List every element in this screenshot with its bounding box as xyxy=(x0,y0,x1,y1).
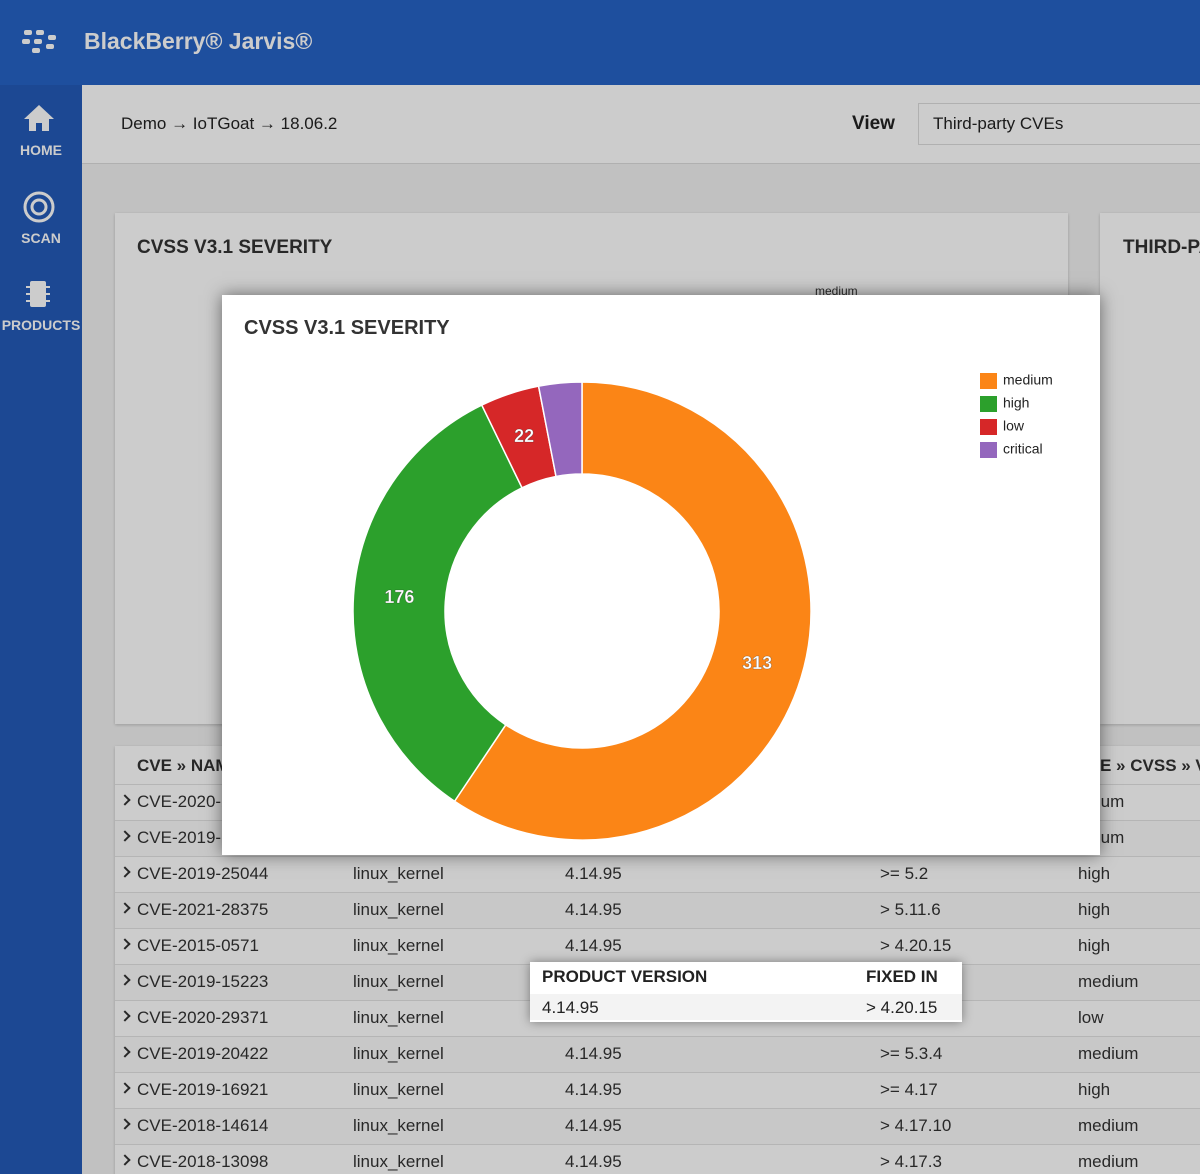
table-cell: linux_kernel xyxy=(353,900,444,919)
legend-swatch xyxy=(980,396,997,412)
table-cell: linux_kernel xyxy=(353,972,444,991)
table-cell: high xyxy=(1078,864,1111,883)
table-cell: CVE-2019-20422 xyxy=(137,1044,269,1063)
table-cell: CVE-2018-13098 xyxy=(137,1152,269,1171)
table-row[interactable] xyxy=(115,928,1200,965)
view-label: View xyxy=(852,113,895,134)
table-row[interactable] xyxy=(115,1072,1200,1109)
table-cell: linux_kernel xyxy=(353,1044,444,1063)
card-title: THIRD-PA xyxy=(1123,237,1200,258)
callout-header: FIXED IN xyxy=(866,967,938,986)
table-cell: linux_kernel xyxy=(353,936,444,955)
scan-icon[interactable] xyxy=(22,190,56,224)
chart-popup: CVSS V3.1 SEVERITY 313 176 22 medium high low… xyxy=(222,295,1100,855)
table-cell: 4.14.95 xyxy=(565,1080,622,1099)
table-cell: high xyxy=(1078,936,1111,955)
table-cell: medium xyxy=(1078,1152,1139,1171)
table-cell: low xyxy=(1078,1008,1104,1027)
brand: BlackBerry® Jarvis® xyxy=(84,28,313,54)
table-cell: linux_kernel xyxy=(353,1116,444,1135)
view-value[interactable]: Third-party CVEs xyxy=(933,114,1064,133)
breadcrumb[interactable]: Demo → IoTGoat → 18.06.2 xyxy=(121,114,338,133)
table-cell: linux_kernel xyxy=(353,864,444,883)
table-cell: 4.14.95 xyxy=(565,1116,622,1135)
table-cell: CVE-2020-2 xyxy=(137,792,231,811)
table-cell: linux_kernel xyxy=(353,1152,444,1171)
table-cell: CVE-2019-15223 xyxy=(137,972,269,991)
table-cell: CVE-2020-29371 xyxy=(137,1008,269,1027)
table-cell: medium xyxy=(1078,1044,1139,1063)
table-row[interactable] xyxy=(115,1144,1200,1174)
table-cell: high xyxy=(1078,1080,1111,1099)
table-cell: >= 4.17 xyxy=(880,1080,938,1099)
table-cell: > 4.20.15 xyxy=(880,936,952,955)
pie-slice xyxy=(352,404,524,803)
table-row[interactable] xyxy=(115,856,1200,893)
table-cell: CVE-2019-1 xyxy=(137,828,231,847)
chart: CVSS V3.1 SEVERITY 313 176 22 medium high low… xyxy=(244,317,1053,841)
table-cell: linux_kernel xyxy=(353,1008,444,1027)
data-label: 313 xyxy=(742,653,772,673)
legend-swatch xyxy=(980,442,997,458)
products-icon[interactable] xyxy=(26,279,50,309)
table-cell: linux_kernel xyxy=(353,1080,444,1099)
table-cell: high xyxy=(1078,900,1111,919)
table-cell: 4.14.95 xyxy=(565,1044,622,1063)
table-cell: medium xyxy=(1078,1116,1139,1135)
table-cell: 4.14.95 xyxy=(565,936,622,955)
callout-row xyxy=(530,994,962,1020)
data-label: 176 xyxy=(384,587,414,607)
table-cell: >= 5.3.4 xyxy=(880,1044,943,1063)
callout-value: > 4.20.15 xyxy=(866,998,938,1017)
home-icon[interactable] xyxy=(22,103,56,133)
table-header[interactable]: CVE » NAM xyxy=(137,756,230,775)
top-bar: BlackBerry® Jarvis® xyxy=(0,0,1200,85)
table-cell: CVE-2018-14614 xyxy=(137,1116,269,1135)
table-cell: CVE-2019-25044 xyxy=(137,864,269,883)
table-cell: 4.14.95 xyxy=(565,864,622,883)
nav-item[interactable]: PRODUCTS xyxy=(1,317,81,333)
table-cell: CVE-2021-28375 xyxy=(137,900,269,919)
table-cell: 4.14.95 xyxy=(565,1152,622,1171)
chart-title: CVSS V3.1 SEVERITY xyxy=(244,317,450,339)
legend-swatch xyxy=(980,373,997,389)
nav-item[interactable]: SCAN xyxy=(21,230,61,246)
view-select[interactable] xyxy=(918,103,1200,145)
table-row[interactable] xyxy=(115,892,1200,929)
table-cell: > 4.17.10 xyxy=(880,1116,952,1135)
pie-slice xyxy=(453,381,812,841)
card xyxy=(1100,213,1200,724)
legend-swatch xyxy=(980,419,997,435)
logo-icon xyxy=(22,30,56,53)
legend-label: low xyxy=(1003,418,1025,434)
callout: PRODUCT VERSION FIXED IN 4.14.95 > 4.20.… xyxy=(530,962,962,1022)
nav-item[interactable]: HOME xyxy=(20,142,62,158)
table-row[interactable] xyxy=(115,1108,1200,1145)
data-label: 22 xyxy=(514,426,534,446)
table-row[interactable] xyxy=(115,1036,1200,1073)
legend-label: medium xyxy=(1003,372,1053,388)
table-header[interactable]: E » CVSS » V xyxy=(1100,756,1200,775)
legend-label: high xyxy=(1003,395,1029,411)
table-cell: > 4.17.3 xyxy=(880,1152,942,1171)
table-cell: >= 5.2 xyxy=(880,864,929,883)
table-cell: 4.14.95 xyxy=(565,900,622,919)
callout-header: PRODUCT VERSION xyxy=(542,967,708,986)
pie-slice xyxy=(537,381,583,478)
sidebar: HOME SCAN PRODUCTS xyxy=(0,85,82,1174)
card-title: CVSS V3.1 SEVERITY xyxy=(137,237,333,258)
callout-value: 4.14.95 xyxy=(542,998,599,1017)
card-legend: medium xyxy=(815,284,858,298)
table-cell: > 5.11.6 xyxy=(880,900,941,919)
table-cell: CVE-2019-16921 xyxy=(137,1080,269,1099)
table-cell: medium xyxy=(1078,972,1139,991)
legend-label: critical xyxy=(1003,441,1043,457)
table-cell: CVE-2015-0571 xyxy=(137,936,259,955)
